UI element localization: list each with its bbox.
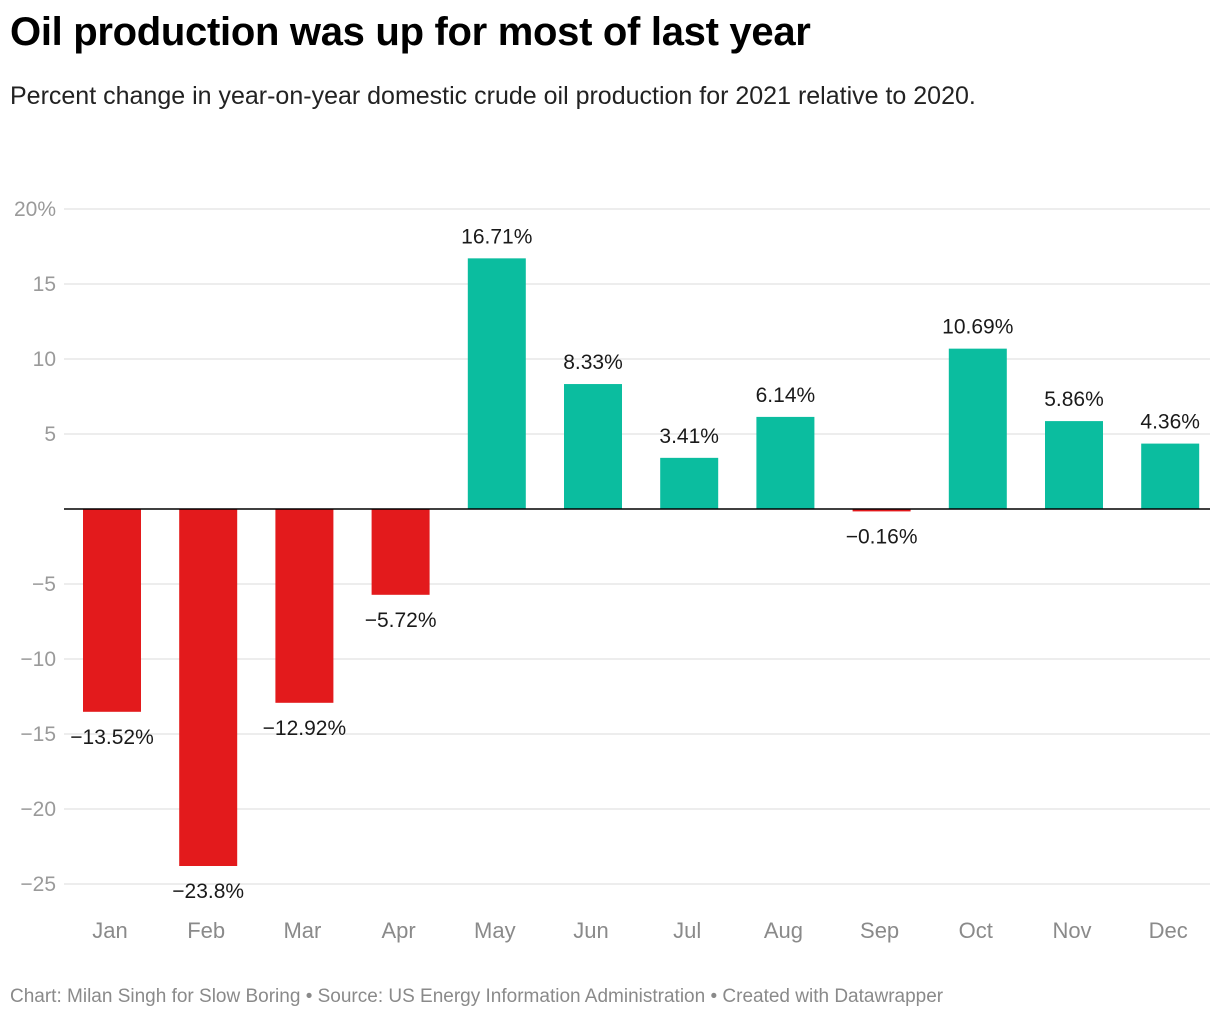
chart-title: Oil production was up for most of last y… (10, 10, 811, 54)
bar-aug (756, 416, 815, 509)
y-tick-label: −5 (32, 573, 56, 596)
chart-footer: Chart: Milan Singh for Slow Boring • Sou… (10, 986, 944, 1007)
x-category-label: Nov (1052, 918, 1091, 943)
bar-jul (660, 457, 719, 509)
y-tick-label: 10 (33, 348, 56, 371)
x-category-label: Jun (573, 918, 608, 943)
x-axis-category-labels: Jan Feb Mar Apr May Jun Jul Aug Sep Oct Nov Dec (92, 918, 1188, 943)
bar-apr (371, 509, 430, 595)
data-label-feb: −23.8% (172, 880, 244, 903)
data-label-oct: 10.69% (942, 316, 1013, 339)
gridlines (64, 208, 1210, 885)
data-label-dec: 4.36% (1140, 411, 1200, 434)
data-labels: −13.52% −23.8% −12.92% −5.72% 16.71% 8.33% 3.4… (70, 225, 1200, 903)
bar-may (467, 258, 526, 509)
x-category-label: Oct (959, 918, 993, 943)
y-tick-label: 15 (33, 273, 56, 296)
y-tick-label: 5 (44, 423, 56, 446)
bars (83, 258, 1200, 866)
x-category-label: Dec (1149, 918, 1188, 943)
data-label-jan: −13.52% (70, 726, 154, 749)
y-tick-label: 20% (14, 198, 56, 221)
x-category-label: Sep (860, 918, 899, 943)
data-label-sep: −0.16% (846, 525, 918, 548)
bar-dec (1141, 443, 1200, 509)
data-label-may: 16.71% (461, 225, 532, 248)
data-label-mar: −12.92% (263, 717, 347, 740)
data-label-jul: 3.41% (659, 425, 719, 448)
bar-feb (179, 509, 238, 866)
y-tick-label: −15 (20, 723, 56, 746)
bar-oct (948, 348, 1007, 509)
data-label-apr: −5.72% (365, 609, 437, 632)
x-category-label: May (474, 918, 516, 943)
data-label-aug: 6.14% (756, 384, 816, 407)
chart-subtitle: Percent change in year-on-year domestic … (10, 82, 976, 110)
data-label-jun: 8.33% (563, 351, 623, 374)
y-tick-label: −25 (20, 873, 56, 896)
x-category-label: Aug (764, 918, 803, 943)
data-label-nov: 5.86% (1044, 388, 1104, 411)
x-category-label: Jul (673, 918, 701, 943)
x-category-label: Jan (92, 918, 127, 943)
x-category-label: Feb (187, 918, 225, 943)
bar-sep (852, 509, 911, 512)
bar-mar (275, 509, 334, 703)
y-tick-label: −20 (20, 798, 56, 821)
bar-jun (564, 384, 622, 509)
x-category-label: Mar (283, 918, 321, 943)
bar-jan (83, 509, 141, 712)
bar-nov (1045, 421, 1103, 509)
y-axis-tick-labels: 20% 15 10 5 −5 −10 −15 −20 −25 (14, 198, 56, 896)
y-tick-label: −10 (20, 648, 56, 671)
x-category-label: Apr (381, 918, 415, 943)
